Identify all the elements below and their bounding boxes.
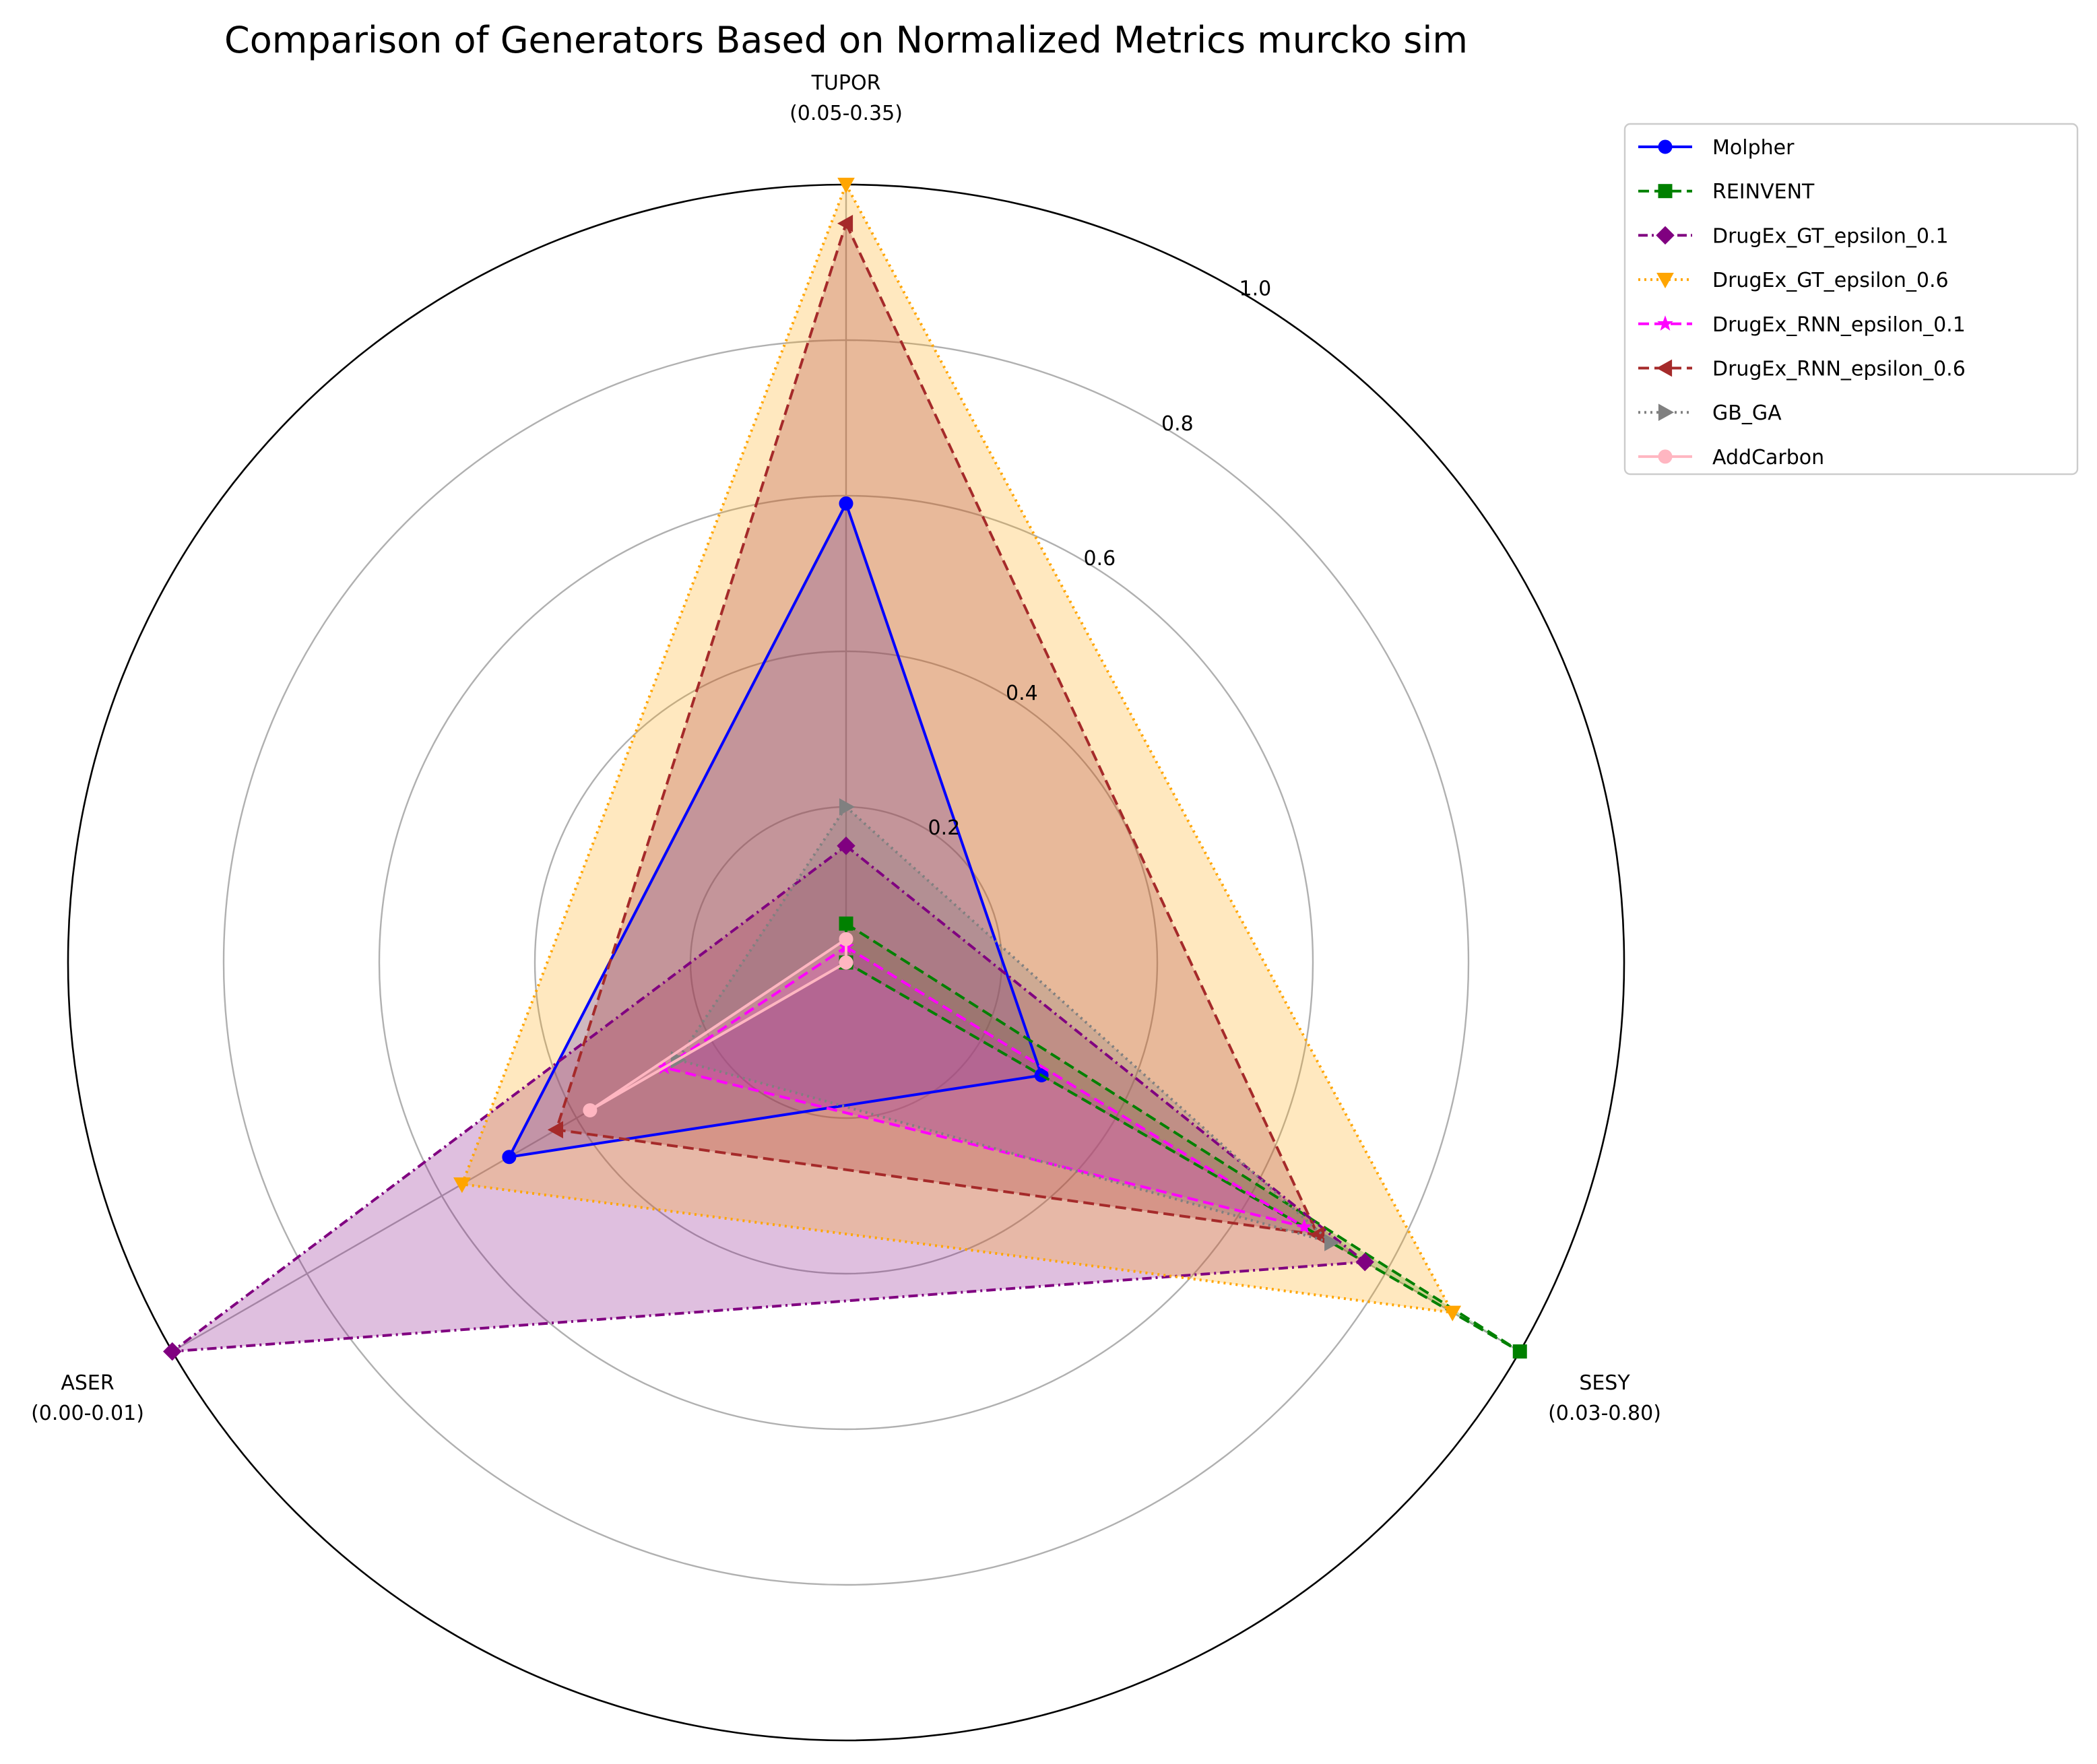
legend-label: DrugEx_GT_epsilon_0.1	[1712, 224, 1949, 248]
data-point	[837, 177, 855, 194]
data-point	[1656, 359, 1673, 377]
data-point	[583, 1103, 598, 1117]
series-DrugEx_RNN_epsilon_0.6	[547, 214, 1325, 1244]
radial-tick-labels: 0.2 0.4 0.6 0.8 1.0	[928, 277, 1272, 840]
legend-entry: DrugEx_RNN_epsilon_0.1	[1638, 313, 1966, 337]
data-point	[1658, 139, 1673, 154]
data-point	[1355, 1252, 1374, 1272]
series-line	[845, 922, 1522, 1353]
data-point	[502, 1150, 517, 1165]
data-point	[837, 214, 853, 232]
data-point	[1309, 1226, 1325, 1244]
series-fill	[556, 223, 1318, 1235]
legend-entry: AddCarbon	[1638, 446, 1824, 469]
data-point	[1657, 315, 1673, 331]
series-DrugEx_GT_epsilon_0.6	[453, 177, 1462, 1321]
data-point	[839, 496, 853, 511]
legend-label: GB_GA	[1712, 401, 1782, 425]
series-line	[662, 945, 1306, 1229]
series-DrugEx_GT_epsilon_0.1	[163, 837, 1374, 1361]
legend-label: DrugEx_RNN_epsilon_0.6	[1712, 358, 1966, 381]
data-point	[547, 1121, 563, 1139]
series-fill	[509, 503, 1042, 1157]
series-AddCarbon	[583, 932, 853, 1117]
series-line	[460, 183, 1454, 1314]
axis-label-sesy: SESY	[1579, 1371, 1630, 1395]
data-point	[839, 798, 856, 816]
series-line	[507, 502, 1043, 1158]
series-line	[170, 844, 1367, 1353]
radial-tick-label: 1.0	[1239, 277, 1272, 301]
data-point	[453, 1177, 471, 1194]
data-point	[837, 837, 856, 855]
axis-range-sesy: (0.03-0.80)	[1548, 1402, 1661, 1425]
legend-entry: DrugEx_RNN_epsilon_0.6	[1638, 358, 1966, 381]
axis-range-tupor: (0.05-0.35)	[789, 102, 903, 125]
series-fill	[172, 845, 1365, 1352]
axis-label-aser: ASER	[61, 1371, 114, 1395]
legend: Molpher REINVENT DrugEx_GT_epsilon_0.1 Drug…	[1623, 123, 2079, 476]
series-line	[554, 222, 1320, 1237]
data-point	[1444, 1305, 1462, 1321]
data-point	[839, 955, 853, 970]
data-point	[1656, 226, 1675, 245]
axis-label-tupor: TUPOR	[811, 71, 881, 95]
radial-tick-label: 0.6	[1084, 547, 1116, 570]
axis-labels: TUPOR (0.05-0.35) SESY (0.03-0.80) ASER (0.00…	[31, 71, 1661, 1425]
series-Molpher	[502, 496, 1049, 1165]
data-point	[1656, 273, 1674, 289]
legend-label: AddCarbon	[1712, 446, 1824, 469]
legend-entry: Molpher	[1638, 136, 1795, 160]
series-fill	[664, 946, 1305, 1227]
chart-title: Comparison of Generators Based on Normal…	[224, 19, 1468, 61]
axis-range-aser: (0.00-0.01)	[31, 1402, 144, 1425]
legend-label: DrugEx_RNN_epsilon_0.1	[1712, 313, 1966, 337]
series-fills	[172, 185, 1520, 1352]
data-point	[839, 916, 853, 931]
legend-label: REINVENT	[1712, 181, 1815, 204]
data-point	[1658, 449, 1673, 464]
legend-entry: GB_GA	[1638, 401, 1782, 425]
radial-tick-label: 0.8	[1161, 412, 1194, 436]
data-point	[1512, 1344, 1527, 1359]
data-point	[839, 932, 853, 946]
radial-tick-label: 0.4	[1006, 682, 1038, 705]
legend-entry: DrugEx_GT_epsilon_0.6	[1638, 269, 1949, 292]
legend-label: Molpher	[1712, 136, 1795, 160]
legend-entry: DrugEx_GT_epsilon_0.1	[1638, 224, 1949, 248]
radial-tick-label: 0.2	[928, 816, 961, 840]
data-point	[1658, 184, 1673, 199]
data-point	[1324, 1233, 1341, 1251]
data-point	[1658, 403, 1675, 422]
legend-entry: REINVENT	[1638, 181, 1815, 204]
data-point	[1296, 1218, 1312, 1234]
data-point	[163, 1342, 182, 1361]
series-lines	[163, 177, 1527, 1361]
legend-frame	[1623, 123, 2079, 476]
legend-label: DrugEx_GT_epsilon_0.6	[1712, 269, 1949, 292]
series-line	[588, 938, 847, 1112]
